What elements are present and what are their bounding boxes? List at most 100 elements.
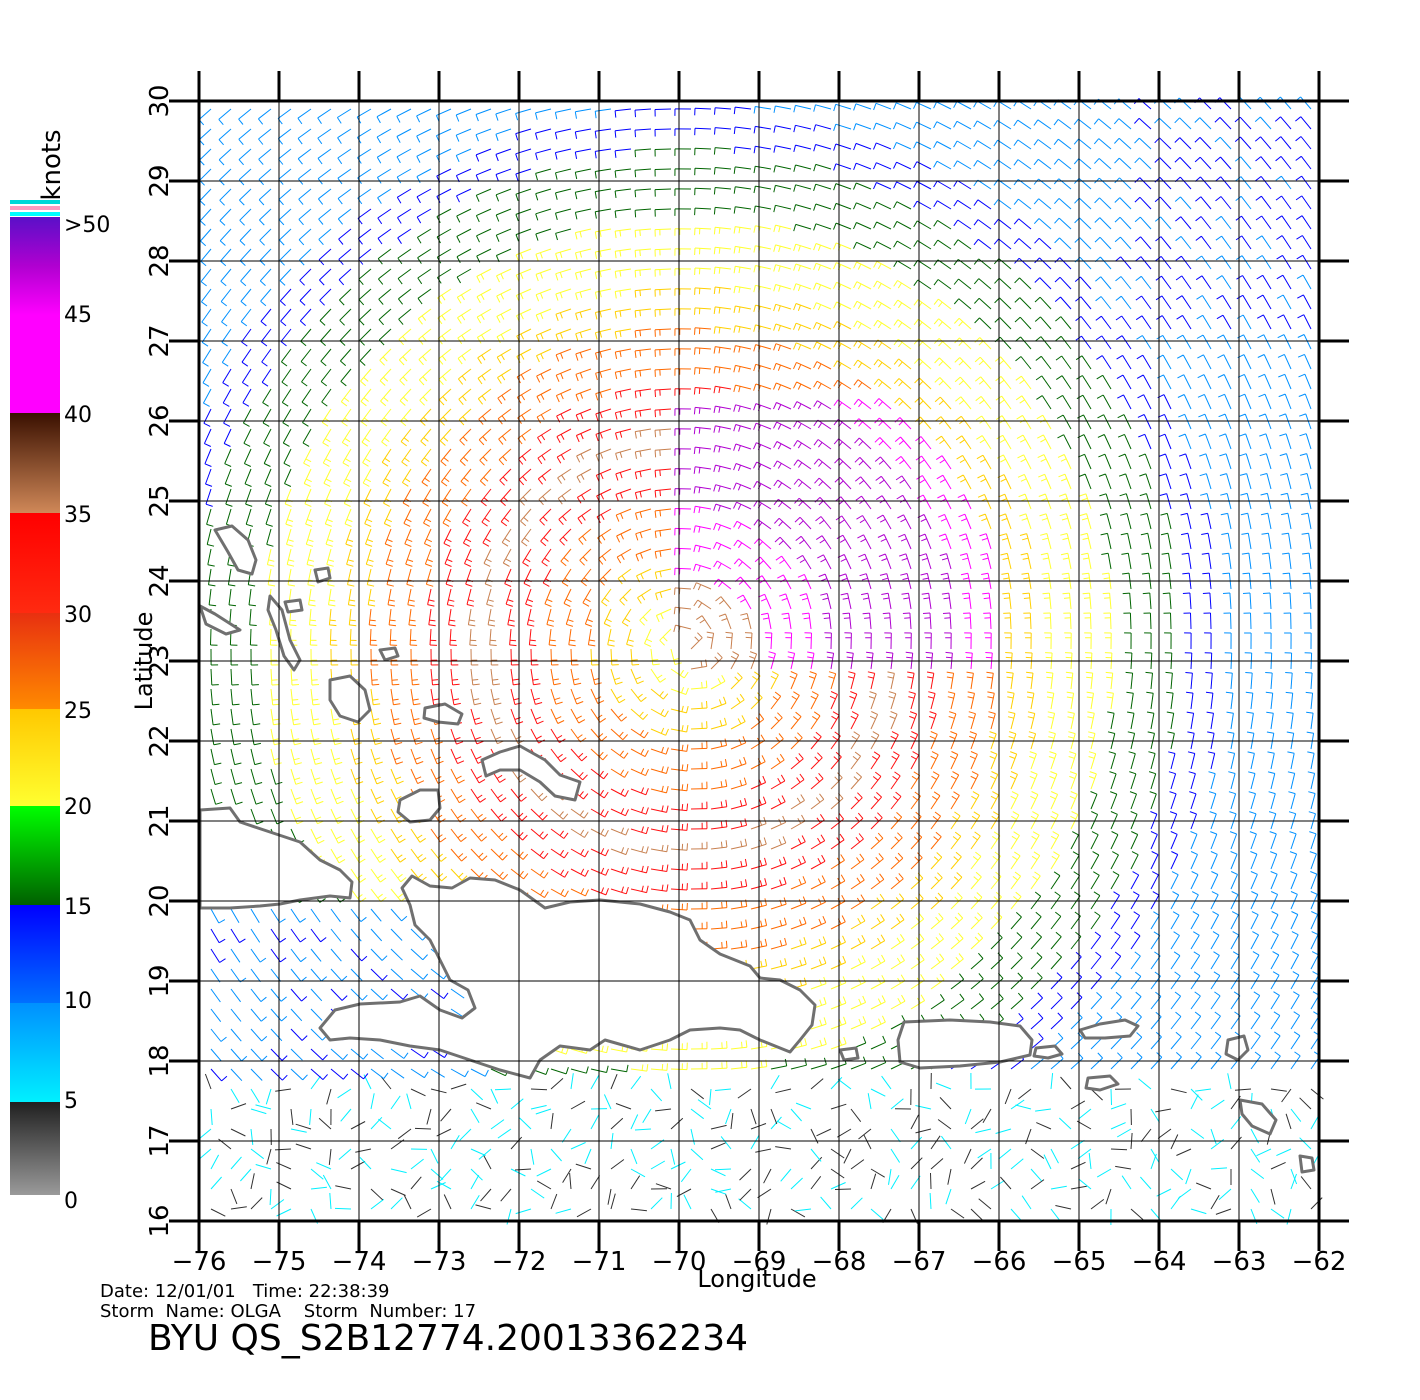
wind-barb-flag bbox=[890, 711, 898, 715]
wind-barb bbox=[655, 568, 672, 573]
wind-barb-flag bbox=[724, 717, 727, 725]
wind-barb-flag bbox=[998, 993, 1004, 1000]
wind-barb-flag bbox=[955, 956, 961, 963]
wind-barb-flag bbox=[1173, 951, 1181, 957]
wind-barb-flag bbox=[404, 457, 410, 463]
wind-barb-flag bbox=[923, 597, 930, 600]
wind-barb-flag bbox=[214, 782, 222, 785]
wind-barb-flag bbox=[654, 551, 657, 559]
wind-barb bbox=[1010, 977, 1023, 990]
wind-barb bbox=[964, 514, 972, 530]
wind-barb-flag bbox=[1226, 711, 1234, 714]
wind-barb-flag bbox=[723, 696, 727, 704]
wind-barb bbox=[1250, 894, 1259, 910]
wind-barb-flag bbox=[640, 573, 644, 580]
wind-barb bbox=[230, 688, 233, 705]
wind-barb-flag bbox=[1148, 751, 1156, 754]
wind-barb bbox=[1249, 592, 1252, 610]
wind-barb-flag bbox=[1250, 851, 1258, 855]
wind-barb-flag bbox=[1155, 991, 1162, 997]
wind-barb-flag bbox=[916, 494, 924, 499]
wind-barb-flag bbox=[639, 711, 644, 717]
wind-barb-flag bbox=[1088, 756, 1095, 759]
wind-barb-flag bbox=[1002, 592, 1010, 595]
wind-barb bbox=[403, 508, 412, 524]
wind-barb bbox=[430, 1068, 445, 1078]
wind-barb-flag bbox=[822, 936, 827, 944]
wind-barb bbox=[690, 1108, 705, 1120]
wind-barb bbox=[950, 673, 955, 690]
wind-barb bbox=[818, 477, 832, 490]
wind-barb bbox=[328, 1148, 332, 1165]
wind-barb-flag bbox=[585, 889, 589, 897]
wind-barb bbox=[946, 553, 952, 570]
wind-barb bbox=[1210, 673, 1213, 690]
wind-barb bbox=[950, 754, 959, 770]
wind-barb-flag bbox=[1037, 972, 1043, 979]
wind-barb bbox=[556, 448, 572, 458]
wind-barb bbox=[1276, 1148, 1292, 1157]
wind-barb-flag bbox=[619, 750, 624, 756]
wind-barb-flag bbox=[1121, 552, 1129, 555]
wind-barb-flag bbox=[578, 538, 584, 545]
wind-barb-flag bbox=[807, 651, 815, 654]
wind-barb-flag bbox=[456, 794, 463, 800]
wind-barb-flag bbox=[635, 533, 639, 541]
wind-barb-flag bbox=[952, 815, 958, 821]
wind-barb-flag bbox=[402, 482, 409, 487]
wind-barb bbox=[470, 728, 478, 745]
wind-barb bbox=[659, 628, 672, 641]
wind-barb bbox=[387, 588, 392, 605]
wind-barb bbox=[476, 1102, 492, 1110]
wind-barb-flag bbox=[1272, 951, 1280, 956]
wind-barb-flag bbox=[936, 852, 943, 858]
wind-barb-flag bbox=[505, 558, 512, 563]
wind-barb-flag bbox=[802, 855, 806, 863]
wind-barb-flag bbox=[335, 761, 343, 765]
wind-barb bbox=[210, 1176, 222, 1190]
wind-barb bbox=[670, 668, 685, 679]
wind-barb-flag bbox=[1060, 533, 1068, 536]
wind-barb bbox=[770, 759, 785, 770]
wind-barb bbox=[390, 788, 399, 804]
wind-barb bbox=[490, 828, 503, 842]
wind-barb-flag bbox=[421, 481, 428, 487]
wind-barb-flag bbox=[841, 915, 846, 923]
wind-barb-flag bbox=[282, 1074, 288, 1081]
wind-barb bbox=[537, 468, 552, 480]
wind-barb bbox=[930, 1172, 932, 1190]
wind-barb bbox=[1010, 916, 1022, 930]
wind-barb bbox=[1147, 533, 1152, 550]
wind-barb-flag bbox=[463, 542, 470, 547]
wind-barb-flag bbox=[374, 722, 382, 726]
wind-barb-flag bbox=[416, 761, 424, 765]
wind-barb bbox=[1138, 1078, 1152, 1090]
wind-barb bbox=[1090, 854, 1100, 870]
wind-barb bbox=[310, 908, 321, 923]
wind-barb-flag bbox=[874, 456, 881, 462]
wind-barb-flag bbox=[1222, 592, 1230, 594]
wind-barb bbox=[970, 958, 984, 970]
wind-barb-flag bbox=[626, 1064, 629, 1072]
wind-barb bbox=[778, 517, 792, 530]
wind-barb-flag bbox=[1045, 671, 1053, 674]
wind-barb-flag bbox=[958, 513, 966, 518]
wind-barb-flag bbox=[1046, 691, 1054, 694]
wind-barb bbox=[850, 714, 859, 730]
wind-barb bbox=[982, 454, 992, 470]
wind-barb-flag bbox=[274, 762, 282, 765]
wind-barb-flag bbox=[364, 523, 372, 527]
wind-barb bbox=[329, 1192, 332, 1210]
wind-barb-flag bbox=[464, 518, 471, 523]
wind-barb-flag bbox=[415, 776, 422, 780]
wind-barb-flag bbox=[309, 599, 316, 602]
wind-barb-flag bbox=[862, 612, 870, 615]
wind-barb bbox=[870, 1168, 885, 1178]
wind-barb-flag bbox=[655, 593, 658, 601]
wind-barb bbox=[490, 1119, 505, 1130]
wind-barb bbox=[518, 448, 532, 460]
wind-barb-flag bbox=[817, 554, 824, 559]
wind-barb bbox=[990, 673, 994, 690]
wind-barb bbox=[858, 1128, 872, 1140]
wind-barb-flag bbox=[724, 738, 728, 746]
